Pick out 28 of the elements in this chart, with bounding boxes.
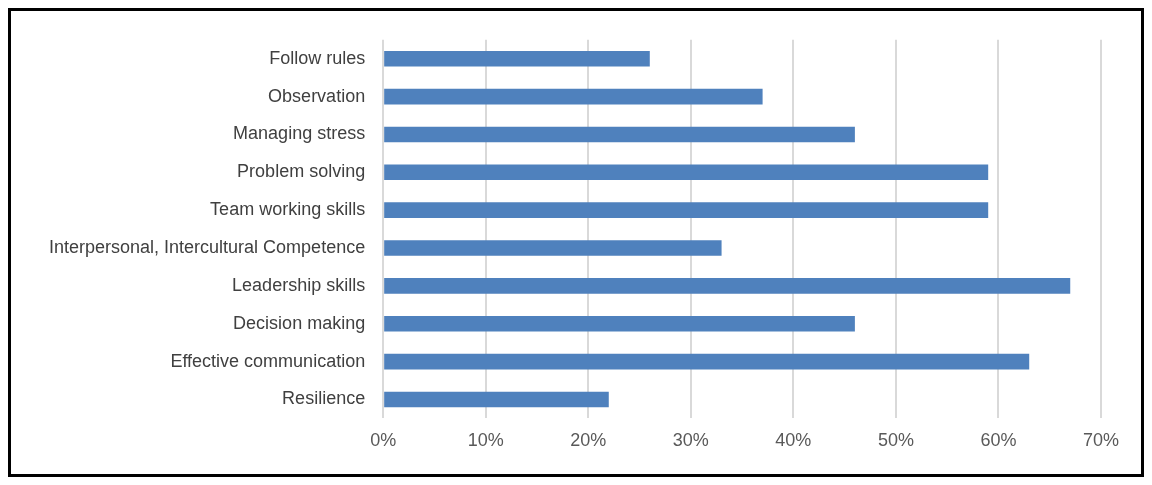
y-tick-label: Interpersonal, Intercultural Competence	[49, 237, 366, 257]
y-tick-label: Follow rules	[269, 47, 366, 68]
x-tick-label: 0%	[370, 430, 397, 451]
bar	[384, 50, 650, 67]
x-tick-label: 50%	[877, 430, 914, 451]
x-tick-label: 30%	[672, 430, 709, 451]
y-tick-label: Managing stress	[233, 123, 366, 144]
bar	[384, 240, 722, 256]
y-tick-label: Problem solving	[237, 161, 366, 182]
bar	[384, 315, 855, 332]
y-tick-label: Observation	[268, 85, 366, 106]
y-tick-label: Resilience	[282, 388, 366, 409]
x-tick-label: 70%	[1082, 430, 1120, 451]
y-tick-label: Leadership skills	[232, 274, 366, 295]
bar	[384, 88, 763, 105]
bar	[384, 126, 855, 143]
bar	[384, 202, 989, 218]
bar	[384, 164, 989, 181]
bar	[384, 353, 1030, 370]
x-tick-label: 40%	[775, 430, 812, 451]
x-tick-label: 10%	[467, 430, 504, 451]
y-tick-label: Effective communication	[170, 350, 366, 371]
x-tick-label: 20%	[570, 430, 607, 451]
y-tick-label: Decision making	[233, 312, 366, 333]
bar	[384, 278, 1071, 294]
y-tick-label: Team working skills	[210, 199, 366, 220]
x-tick-label: 60%	[980, 430, 1017, 451]
bar	[384, 391, 609, 408]
